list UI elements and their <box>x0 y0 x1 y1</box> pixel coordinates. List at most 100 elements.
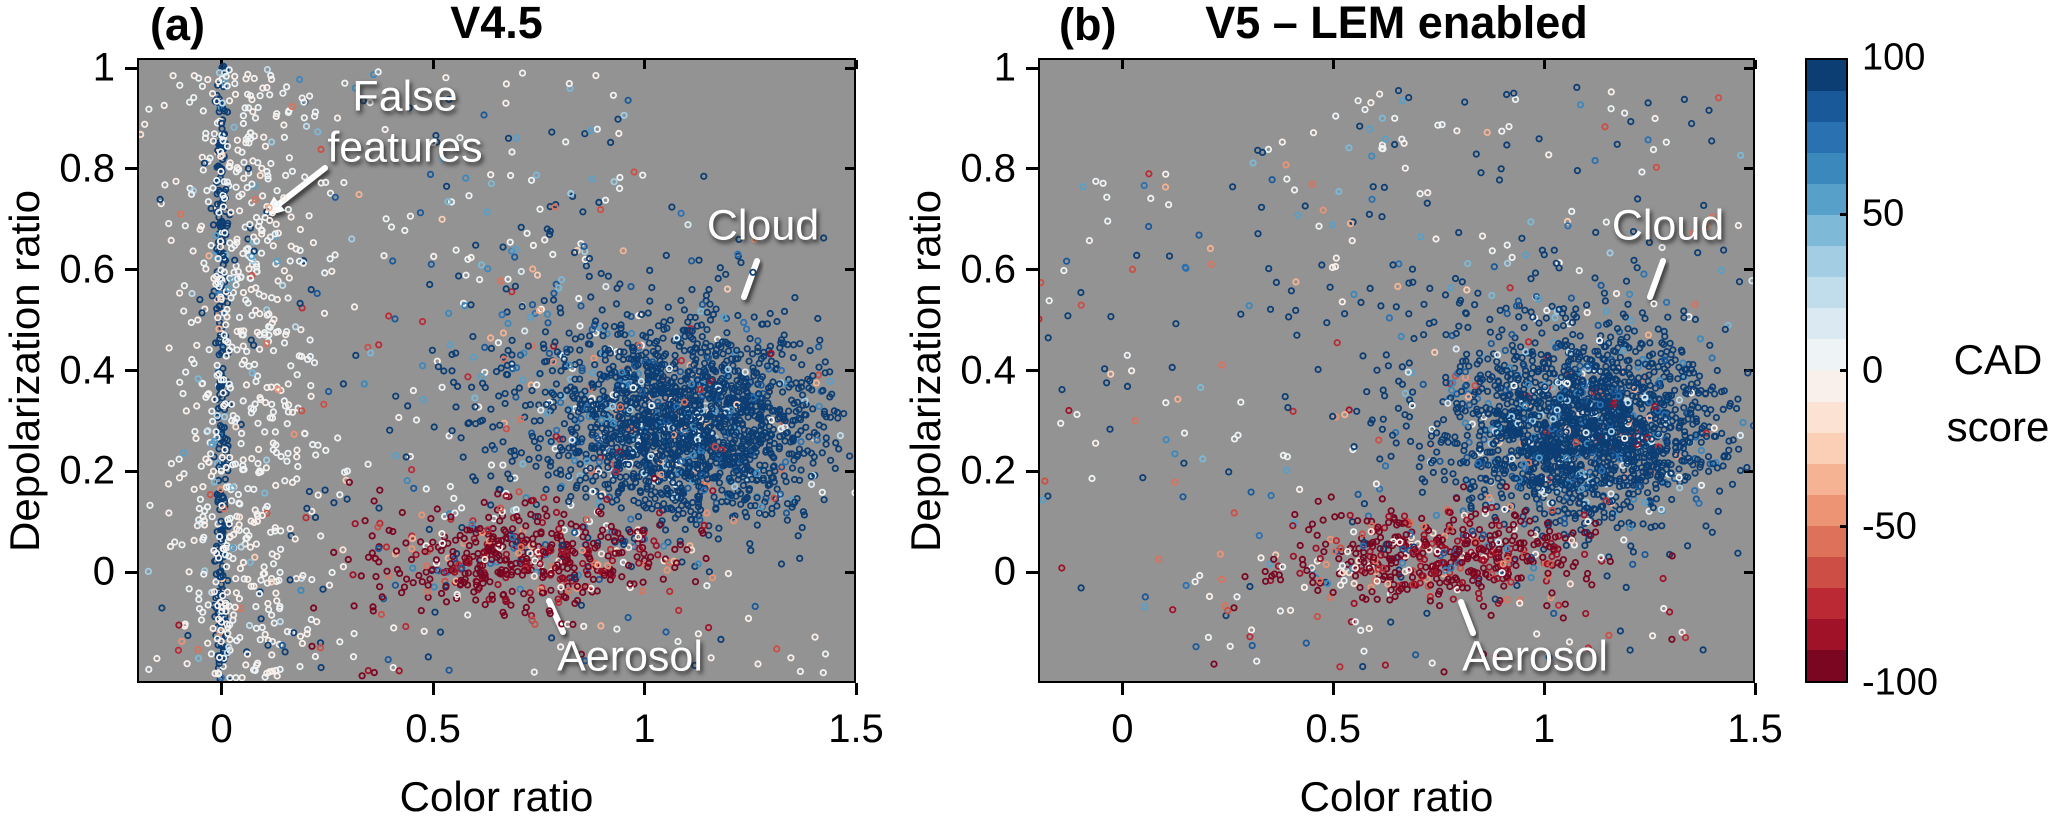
panel-b-y-tick-label: 0.8 <box>960 146 1016 191</box>
panel-b-y-tick-label: 0 <box>993 549 1016 594</box>
colorbar-band <box>1807 432 1846 464</box>
panel-b-x-tick-label: 0.5 <box>1305 707 1362 751</box>
panel-b-y-tick <box>1026 369 1038 372</box>
panel-b-scatter-points <box>1040 83 1753 676</box>
panel-b-x-tick-label: 1.5 <box>1727 707 1783 751</box>
panel-b-plot-area <box>1038 58 1755 683</box>
panel-b-x-tick <box>1120 683 1124 695</box>
panel-a-letter: (a) <box>150 0 205 50</box>
panel-a-x-tick-label: 0 <box>210 707 233 751</box>
panel-a-y-axis-label: Depolarization ratio <box>1 189 48 552</box>
panel-a-annotation-cloud: Cloud <box>706 201 820 250</box>
panel-a-y-tick <box>125 469 137 473</box>
panel-b-x-tick <box>1753 683 1757 695</box>
panel-b-y-tick <box>1026 66 1038 70</box>
colorbar-band <box>1807 153 1846 185</box>
panel-a-y-tick-label: 0.6 <box>59 247 115 292</box>
panel-b-y-tick-inner-right <box>1744 66 1753 70</box>
panel-a-y-tick-inner-right <box>845 570 854 574</box>
panel-a-y-tick-label: 0 <box>92 549 115 594</box>
panel-b-x-axis-label: Color ratio <box>1299 773 1494 816</box>
panel-a-x-tick <box>431 683 435 695</box>
colorbar-band <box>1807 339 1846 371</box>
panel-b-annotation-cloud: Cloud <box>1611 201 1725 250</box>
panel-a-x-tick <box>854 683 858 695</box>
panel-a-y-tick-inner-right <box>845 167 854 171</box>
panel-b-x-tick-inner-top <box>1542 60 1546 69</box>
colorbar-band <box>1807 618 1846 650</box>
colorbar-band <box>1807 494 1846 526</box>
panel-a-x-axis-label: Color ratio <box>399 773 594 816</box>
panel-b-y-tick-label: 0.2 <box>960 448 1016 493</box>
panel-a-x-tick-label: 1 <box>633 707 656 751</box>
panel-b-x-tick-label: 0 <box>1111 707 1134 751</box>
panel-a-x-tick <box>220 683 224 695</box>
panel-b-x-tick-inner-top <box>1120 60 1124 69</box>
panel-b-annotation-aerosol: Aerosol <box>1462 632 1608 681</box>
panel-b-x-tick-inner-top <box>1331 60 1335 69</box>
panel-a-y-tick-label: 0.4 <box>59 348 115 392</box>
colorbar-band <box>1807 649 1846 681</box>
panel-b-letter: (b) <box>1059 0 1117 50</box>
panel-a-x-tick-inner-top <box>643 60 647 69</box>
colorbar-band <box>1807 308 1846 340</box>
colorbar-tick-label: 100 <box>1862 36 1926 79</box>
colorbar-band <box>1807 184 1846 216</box>
colorbar-band <box>1807 246 1846 278</box>
panel-b-y-tick-inner-right <box>1744 469 1753 473</box>
panel-a-x-tick-inner-top <box>431 60 435 69</box>
colorbar-band <box>1807 91 1846 123</box>
panel-a-y-tick-inner-right <box>845 469 854 473</box>
colorbar-band <box>1807 122 1846 154</box>
panel-a-y-tick <box>125 369 137 372</box>
panel-a-y-tick-inner-right <box>845 66 854 70</box>
panel-b-y-tick-inner-right <box>1744 167 1753 171</box>
colorbar-label: CAD score <box>1946 335 2050 450</box>
panel-a-x-tick-label: 1.5 <box>828 707 884 751</box>
panel-b-x-tick <box>1542 683 1546 695</box>
colorbar-tick <box>1840 369 1848 372</box>
colorbar-band <box>1807 277 1846 309</box>
panel-b-x-tick-label: 1 <box>1532 707 1556 751</box>
panel-a-y-tick <box>125 66 137 70</box>
panel-a-y-tick-label: 0.2 <box>59 448 115 493</box>
panel-a-scatter-points <box>139 62 854 681</box>
panel-b-y-tick-label: 0.4 <box>960 348 1016 392</box>
colorbar-tick-label: 0 <box>1862 349 1884 391</box>
panel-b-title: V5 – LEM enabled <box>1205 0 1588 48</box>
panel-a-y-tick-inner-right <box>845 369 854 372</box>
colorbar-band <box>1807 556 1846 588</box>
colorbar-band <box>1807 463 1846 495</box>
panel-a-annotation-false-features: False features <box>327 72 483 171</box>
colorbar-tick-label: -100 <box>1862 661 1939 704</box>
panel-b-y-tick-inner-right <box>1744 268 1753 272</box>
panel-b-y-tick <box>1026 570 1038 574</box>
colorbar-tick <box>1840 525 1848 529</box>
panel-a-x-tick-label: 0.5 <box>405 707 461 751</box>
panel-b-x-tick <box>1331 683 1335 695</box>
panel-b-y-tick-label: 0.6 <box>960 247 1016 292</box>
panel-a-x-tick <box>643 683 647 695</box>
panel-b-x-tick-inner-top <box>1753 60 1757 69</box>
panel-a-annotation-aerosol: Aerosol <box>557 632 703 681</box>
panel-a-y-tick <box>125 268 137 272</box>
panel-b-y-tick-inner-right <box>1744 570 1753 574</box>
colorbar-tick-label: -50 <box>1862 505 1917 548</box>
colorbar-band <box>1807 215 1846 247</box>
colorbar <box>1805 58 1848 683</box>
colorbar-band <box>1807 60 1846 92</box>
panel-a-title: V4.5 <box>450 0 543 48</box>
colorbar-band <box>1807 525 1846 557</box>
panel-a-y-tick <box>125 570 137 574</box>
panel-b-y-tick <box>1026 469 1038 473</box>
colorbar-tick <box>1840 212 1848 216</box>
panel-a-y-tick <box>125 167 137 171</box>
panel-b-y-axis-label: Depolarization ratio <box>902 189 949 552</box>
panel-a-y-tick-label: 0.8 <box>59 146 115 191</box>
panel-a-y-tick-inner-right <box>845 268 854 272</box>
panel-a-x-tick-inner-top <box>854 60 858 69</box>
colorbar-band <box>1807 587 1846 619</box>
panel-a-y-tick-label: 1 <box>92 45 115 90</box>
colorbar-band <box>1807 370 1846 402</box>
